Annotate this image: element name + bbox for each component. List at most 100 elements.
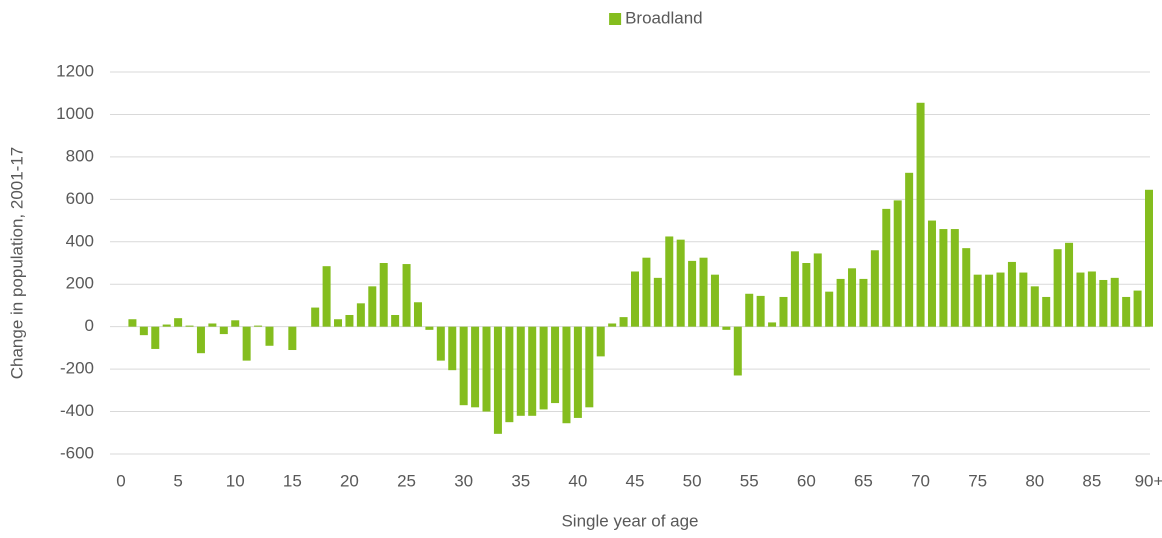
bar xyxy=(653,277,662,327)
x-tick-label: 15 xyxy=(283,471,302,490)
bar xyxy=(596,326,605,357)
y-tick-label: 600 xyxy=(66,189,94,208)
bar xyxy=(1122,296,1131,327)
bar xyxy=(825,291,834,327)
bar xyxy=(768,322,777,327)
bar xyxy=(1042,296,1051,327)
bar xyxy=(1110,277,1119,327)
bar xyxy=(619,317,628,327)
bar xyxy=(1030,286,1039,327)
x-tick-label: 0 xyxy=(116,471,125,490)
bar xyxy=(905,172,914,327)
bar xyxy=(1053,249,1062,327)
y-tick-label: -200 xyxy=(60,359,94,378)
bar xyxy=(973,274,982,327)
bar xyxy=(608,323,617,327)
bar xyxy=(836,278,845,327)
bar xyxy=(334,319,343,327)
y-tick-label: -400 xyxy=(60,401,94,420)
bar xyxy=(916,102,925,327)
bar xyxy=(551,326,560,404)
bar xyxy=(448,326,457,371)
bar xyxy=(459,326,468,406)
bar xyxy=(208,323,217,327)
bar xyxy=(139,326,148,336)
x-tick-label: 55 xyxy=(740,471,759,490)
bar xyxy=(196,326,205,354)
bar xyxy=(790,251,799,327)
bar xyxy=(311,307,320,327)
legend-label: Broadland xyxy=(625,8,703,27)
x-tick-label: 90+ xyxy=(1135,471,1162,490)
x-tick-label: 10 xyxy=(226,471,245,490)
bar xyxy=(962,248,971,327)
bar xyxy=(402,264,411,327)
y-tick-label: -600 xyxy=(60,443,94,462)
bar xyxy=(996,272,1005,327)
bar xyxy=(710,274,719,327)
bar xyxy=(802,263,811,327)
bar xyxy=(413,302,422,327)
bar xyxy=(642,257,651,327)
bar xyxy=(1099,279,1108,327)
bar xyxy=(676,239,685,327)
bar xyxy=(391,314,400,327)
bar xyxy=(882,208,891,327)
bar xyxy=(1145,189,1153,327)
bar xyxy=(859,278,868,327)
bar xyxy=(265,326,274,346)
bar xyxy=(893,200,902,327)
x-tick-label: 85 xyxy=(1082,471,1101,490)
bar xyxy=(345,314,354,327)
bar xyxy=(425,326,434,330)
bar xyxy=(436,326,445,361)
bar xyxy=(585,326,594,408)
bar xyxy=(733,326,742,376)
bar xyxy=(1007,261,1016,327)
bar xyxy=(985,274,994,327)
bar xyxy=(288,326,297,351)
bar xyxy=(745,293,754,327)
x-tick-label: 40 xyxy=(568,471,587,490)
x-tick-label: 70 xyxy=(911,471,930,490)
bar xyxy=(539,326,548,410)
bar xyxy=(162,324,171,327)
x-tick-label: 30 xyxy=(454,471,473,490)
bar xyxy=(1076,272,1085,327)
bar xyxy=(699,257,708,327)
bar xyxy=(562,326,571,424)
x-tick-label: 35 xyxy=(511,471,530,490)
bar xyxy=(779,296,788,327)
x-tick-label: 65 xyxy=(854,471,873,490)
bar xyxy=(254,325,263,327)
bar xyxy=(471,326,480,408)
bar xyxy=(573,326,582,418)
bar xyxy=(242,326,251,361)
y-tick-label: 400 xyxy=(66,231,94,250)
bar xyxy=(379,263,388,327)
bar xyxy=(1065,242,1074,327)
bar xyxy=(1087,271,1096,327)
x-tick-label: 45 xyxy=(626,471,645,490)
bar xyxy=(128,319,137,327)
legend-swatch xyxy=(609,13,622,25)
bar xyxy=(631,271,639,327)
bar xyxy=(482,326,491,412)
x-tick-label: 80 xyxy=(1025,471,1044,490)
bar xyxy=(185,325,194,327)
bar xyxy=(356,303,365,327)
y-axis-title: Change in population, 2001-17 xyxy=(7,147,26,380)
y-tick-label: 1200 xyxy=(56,61,94,80)
bar xyxy=(151,326,160,349)
bar xyxy=(493,326,502,434)
x-axis-title: Single year of age xyxy=(561,511,698,530)
bar xyxy=(870,250,879,327)
bar xyxy=(813,253,822,327)
bar xyxy=(688,260,697,327)
x-tick-label: 50 xyxy=(683,471,702,490)
bar xyxy=(927,220,936,327)
x-tick-label: 20 xyxy=(340,471,359,490)
x-tick-label: 75 xyxy=(968,471,987,490)
y-tick-label: 1000 xyxy=(56,104,94,123)
